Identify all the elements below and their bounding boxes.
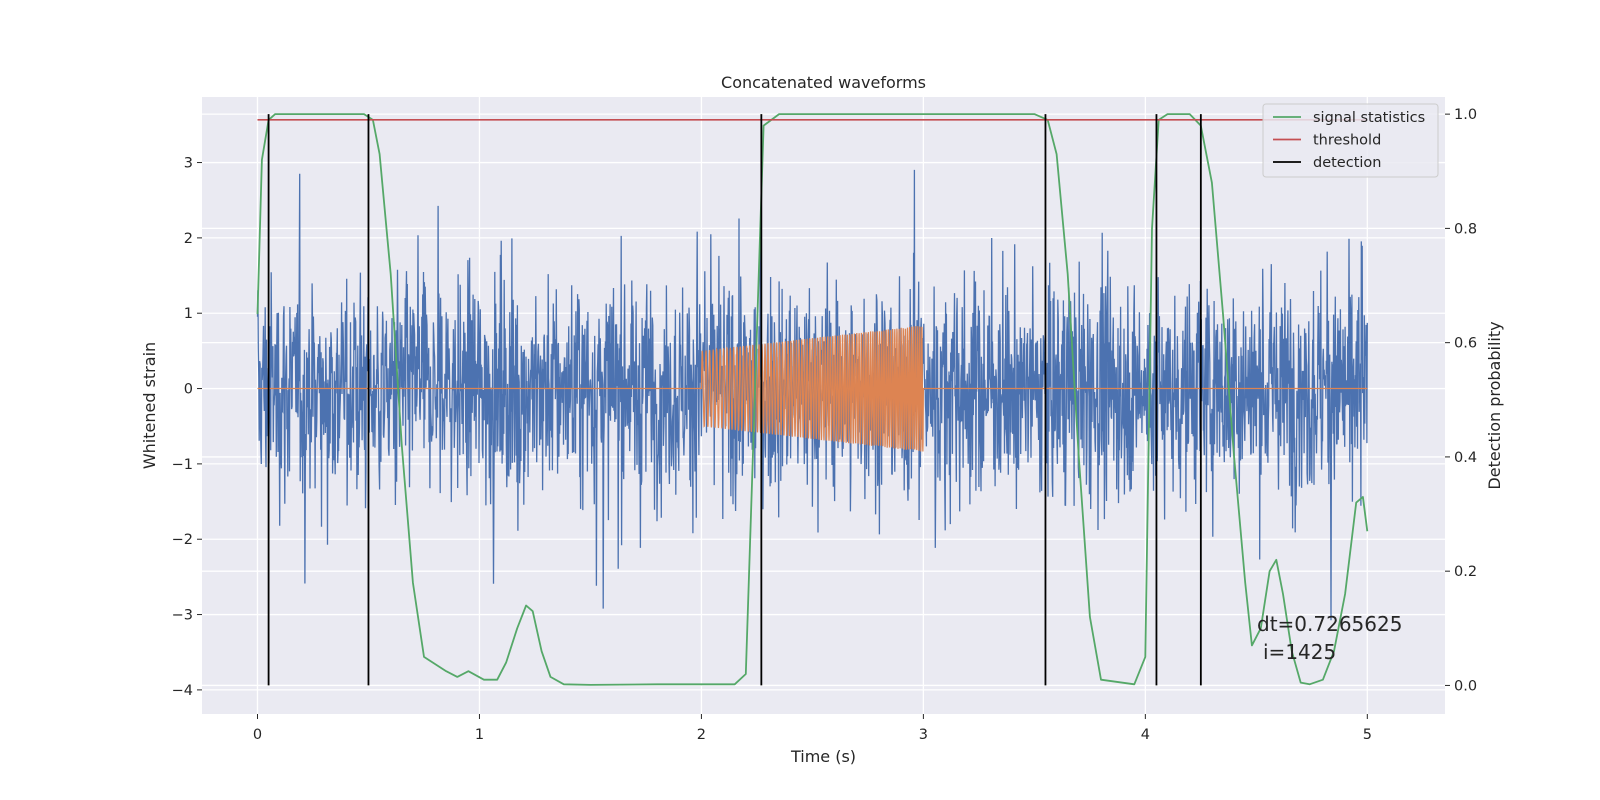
axis-ticks: 0 1 2 3 4 5 −4 −3 −2 −1 0 1 2 3 0.0 0.2 0.4 0.6 0.8 1.0 [172, 107, 1477, 743]
right-y-tick-label: 0.2 [1454, 564, 1477, 580]
right-y-tick-label: 1.0 [1454, 107, 1477, 123]
y-tick-label: −2 [172, 532, 193, 548]
strain-noise-series [256, 169, 1368, 621]
y-tick-label: −3 [172, 608, 193, 624]
legend-box [1262, 103, 1439, 178]
y-tick-label: 3 [184, 156, 193, 172]
strain-noise-line [256, 169, 1368, 621]
grid-lines [202, 97, 1445, 714]
x-tick-label: 1 [475, 727, 484, 743]
chirp-signal-series [257, 326, 1368, 452]
signal-statistics-series [256, 113, 1369, 686]
x-tick-label: 5 [1363, 727, 1372, 743]
right-y-tick-label: 0.6 [1454, 336, 1477, 352]
legend-label-signal-statistics: signal statistics [1313, 110, 1425, 126]
y-tick-label: −4 [172, 683, 193, 699]
y-axis-label: Whitened strain [140, 342, 159, 469]
right-y-tick-label: 0.4 [1454, 450, 1477, 466]
right-y-tick-label: 0.0 [1454, 678, 1477, 694]
detection-lines [267, 114, 1202, 686]
annotation-dt: dt=0.7265625 [1257, 612, 1402, 636]
y-tick-label: 2 [184, 231, 193, 247]
right-y-axis-label: Detection probability [1485, 321, 1504, 489]
x-tick-label: 4 [1141, 727, 1150, 743]
x-axis-label: Time (s) [790, 747, 856, 766]
right-y-tick-label: 0.8 [1454, 221, 1477, 237]
y-tick-label: 1 [184, 306, 193, 322]
x-tick-label: 3 [919, 727, 928, 743]
y-tick-label: −1 [172, 457, 193, 473]
y-tick-label: 0 [184, 382, 193, 398]
signal-statistics-line [256, 113, 1369, 686]
x-tick-label: 2 [697, 727, 706, 743]
chart-title: Concatenated waveforms [721, 73, 926, 92]
legend-label-threshold: threshold [1313, 133, 1381, 149]
annotation-index: i=1425 [1263, 640, 1336, 664]
legend-label-detection: detection [1313, 155, 1381, 171]
chirp-signal-line [257, 326, 1368, 452]
legend: signal statistics threshold detection [1262, 103, 1439, 178]
x-tick-label: 0 [253, 727, 262, 743]
